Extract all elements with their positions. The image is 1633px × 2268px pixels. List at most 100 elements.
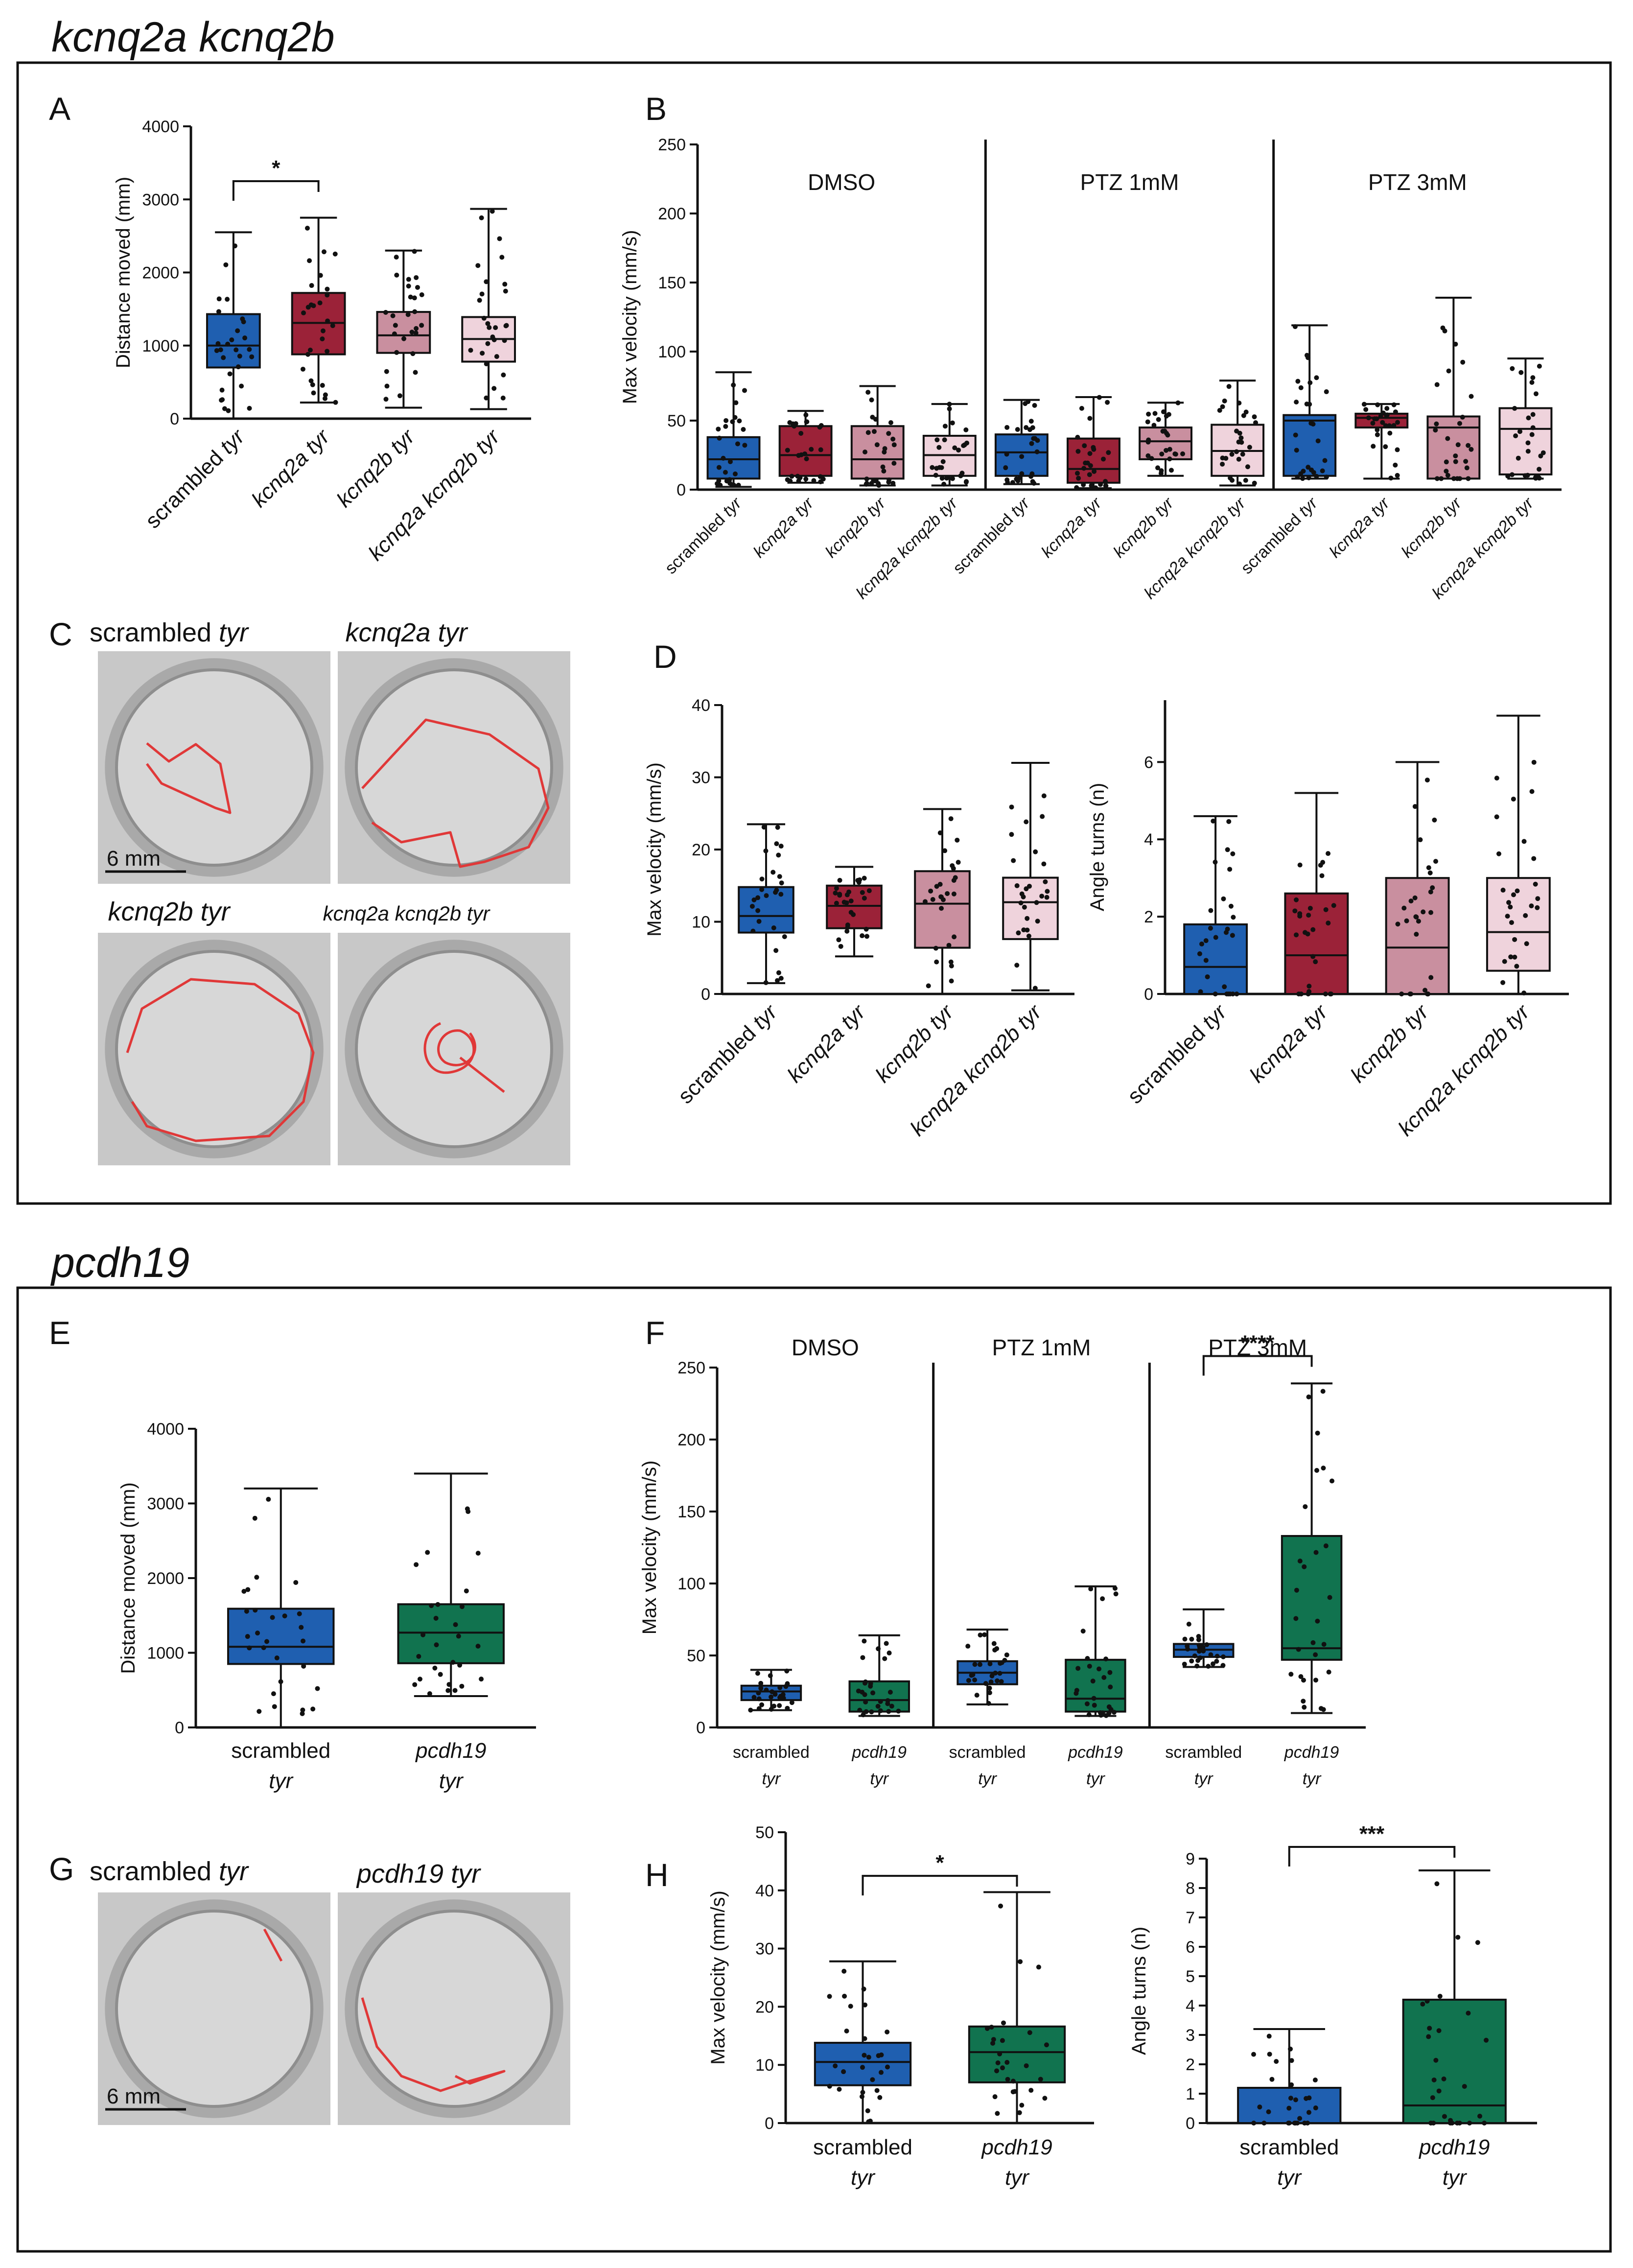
data-point — [1028, 2088, 1034, 2093]
data-point — [1509, 920, 1514, 925]
well-interior — [355, 668, 553, 867]
significance-label: **** — [1241, 1331, 1275, 1355]
data-point — [953, 875, 958, 880]
data-point — [742, 443, 747, 448]
data-point — [877, 2095, 883, 2100]
section-title-pcdh19: pcdh19 — [50, 1239, 189, 1286]
data-point — [1540, 450, 1546, 455]
data-point — [245, 1587, 251, 1592]
y-tick-label: 20 — [755, 1998, 774, 2016]
data-point — [955, 837, 960, 843]
data-point — [438, 1672, 443, 1677]
data-point — [1029, 441, 1034, 446]
data-point — [1306, 1394, 1311, 1399]
data-point — [484, 361, 489, 367]
data-point — [219, 398, 224, 403]
tracking-image-pcdh19 — [338, 1892, 570, 2125]
data-point — [1427, 2026, 1432, 2031]
data-point — [225, 297, 230, 302]
image-label-kcnq2a-kcnq2b: kcnq2a kcnq2b tyr — [323, 902, 491, 925]
data-point — [790, 421, 795, 426]
data-point — [1313, 1677, 1319, 1683]
data-point — [1460, 359, 1466, 365]
data-point — [1032, 436, 1038, 441]
data-point — [882, 1656, 887, 1661]
swim-track — [126, 978, 315, 1142]
data-point — [1428, 910, 1433, 915]
data-point — [775, 978, 780, 983]
data-point — [1194, 1663, 1200, 1669]
data-point — [1388, 475, 1394, 481]
significance-bracket — [232, 180, 320, 201]
data-point — [1321, 1642, 1327, 1647]
data-point — [274, 1655, 280, 1661]
data-point — [266, 1497, 271, 1502]
category-label: scrambled tyr — [1123, 999, 1232, 1109]
data-point — [999, 1679, 1004, 1684]
data-point — [1320, 860, 1326, 865]
data-point — [1455, 476, 1460, 481]
data-point — [989, 2025, 994, 2030]
data-point — [863, 449, 868, 455]
significance-label: *** — [1359, 1822, 1385, 1846]
data-point — [1375, 432, 1380, 437]
data-point — [1004, 425, 1010, 430]
data-point — [1301, 1677, 1306, 1683]
y-tick-label: 4 — [1144, 830, 1153, 849]
data-point — [1315, 1430, 1320, 1436]
data-point — [1330, 1478, 1335, 1484]
data-point — [1096, 395, 1102, 400]
data-point — [776, 852, 781, 858]
data-point — [803, 412, 809, 418]
data-point — [1381, 410, 1386, 416]
data-point — [1203, 938, 1209, 944]
data-point — [876, 2053, 881, 2058]
box — [850, 425, 905, 480]
data-point — [1145, 439, 1151, 445]
data-point — [984, 2026, 990, 2031]
data-point — [856, 879, 862, 885]
data-point — [410, 351, 416, 356]
data-point — [491, 337, 497, 342]
data-point — [1313, 2105, 1318, 2111]
category-label: scrambled tyr — [141, 424, 250, 533]
data-point — [1293, 2097, 1298, 2103]
y-axis-label: Max velocity (mm/s) — [707, 1890, 729, 2065]
panel-letter-a: A — [49, 91, 70, 127]
data-point — [1537, 363, 1542, 369]
data-point — [310, 1706, 316, 1712]
data-point — [1378, 414, 1383, 419]
data-point — [1395, 921, 1400, 927]
data-point — [841, 1968, 847, 1974]
data-point — [468, 348, 473, 353]
data-point — [1087, 1663, 1092, 1669]
category-label-line2: tyr — [1086, 1770, 1105, 1788]
data-point — [1236, 456, 1241, 462]
y-tick-label: 3000 — [142, 190, 179, 209]
data-point — [1145, 419, 1150, 425]
data-point — [833, 2063, 838, 2069]
data-point — [1292, 908, 1298, 914]
data-point — [1436, 2088, 1442, 2094]
chart-d-max-velocity: 0 10 20 30 40 Max velocity (mm/s) scrambled ty… — [644, 696, 1074, 1141]
data-point — [802, 451, 808, 456]
condition-label: PTZ 1mM — [1080, 169, 1179, 195]
data-point — [950, 420, 955, 425]
data-point — [870, 2077, 875, 2082]
data-point — [1453, 453, 1458, 459]
data-point — [884, 1641, 889, 1646]
category-label-line2: tyr — [439, 1769, 464, 1793]
data-point — [1044, 2042, 1049, 2048]
data-point — [1298, 1674, 1304, 1679]
image-label-scrambled: scrambled tyr — [90, 618, 249, 647]
data-point — [1075, 1666, 1081, 1671]
image-label-kcnq2b: kcnq2b tyr — [108, 897, 231, 926]
data-point — [500, 395, 506, 401]
data-point — [874, 2088, 880, 2093]
data-point — [1296, 1647, 1301, 1652]
data-point — [227, 371, 233, 377]
data-point — [1484, 2037, 1489, 2043]
data-point — [1326, 921, 1331, 926]
data-point — [1494, 814, 1499, 820]
data-point — [885, 2029, 890, 2034]
